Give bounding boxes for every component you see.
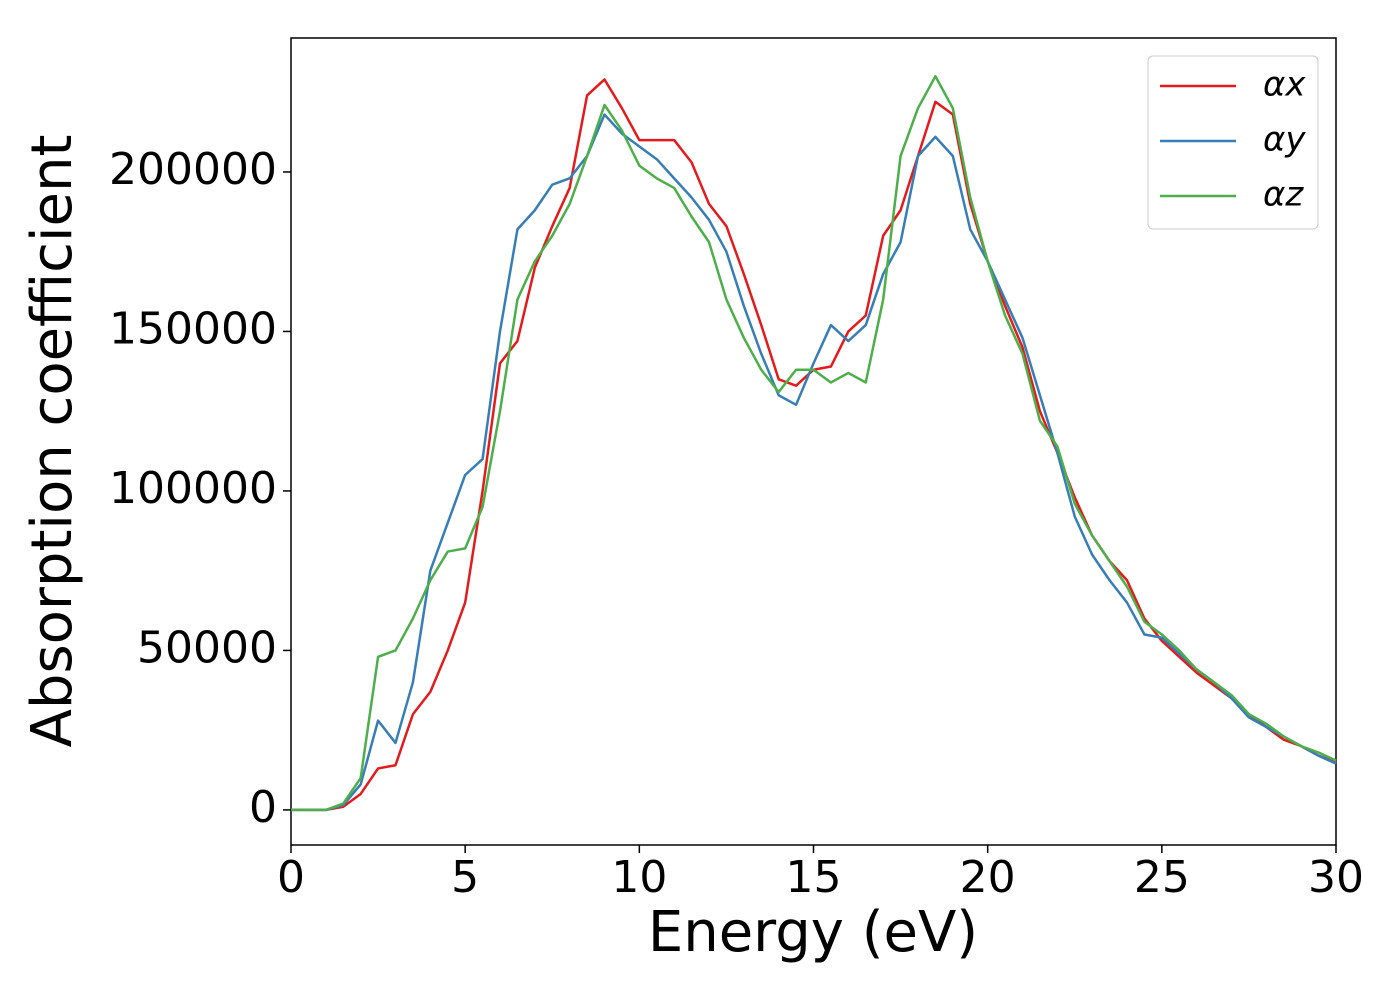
y-tick-label: 50000 bbox=[137, 622, 277, 673]
x-tick-label: 10 bbox=[611, 852, 667, 903]
x-tick-label: 20 bbox=[960, 852, 1016, 903]
legend-box bbox=[1147, 55, 1319, 230]
y-tick-label: 0 bbox=[249, 782, 277, 833]
legend-label: αz bbox=[1263, 175, 1304, 215]
legend-label: αy bbox=[1263, 120, 1306, 160]
y-tick-label: 150000 bbox=[109, 303, 277, 354]
x-tick-label: 25 bbox=[1134, 852, 1190, 903]
data-line bbox=[291, 113, 1337, 812]
y-tick-label: 200000 bbox=[109, 144, 277, 195]
y-axis-label: Absorption coefficient bbox=[20, 135, 85, 748]
x-axis-label: Energy (eV) bbox=[648, 900, 978, 965]
x-tick-label: 15 bbox=[786, 852, 842, 903]
x-tick-label: 5 bbox=[451, 852, 479, 903]
x-tick-label: 30 bbox=[1308, 852, 1364, 903]
y-tick-label: 100000 bbox=[109, 463, 277, 514]
data-line bbox=[291, 75, 1337, 812]
x-tick-label: 0 bbox=[277, 852, 305, 903]
legend-label: αx bbox=[1263, 65, 1306, 105]
